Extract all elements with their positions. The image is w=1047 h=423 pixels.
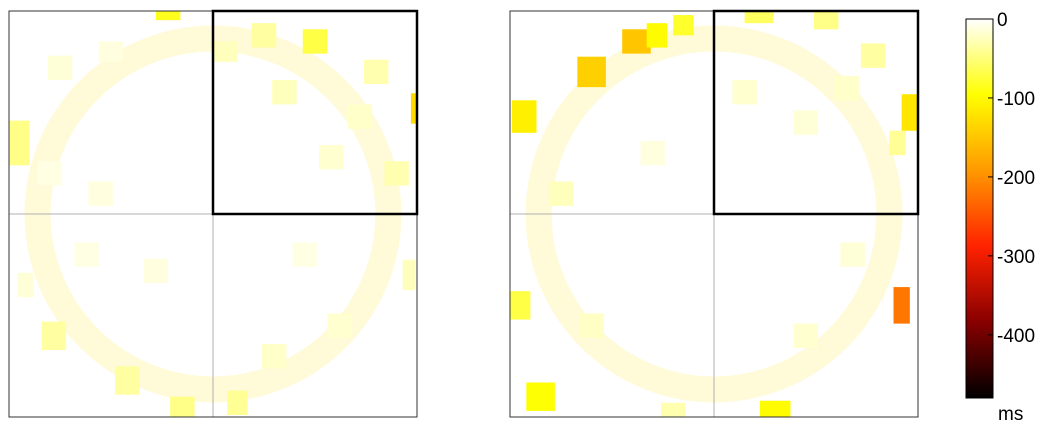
heatmap-cell (9, 120, 30, 166)
heatmap-cell (74, 242, 99, 267)
colorbar-tick-label: 0 (997, 10, 1008, 31)
heatmap-cell (813, 11, 839, 30)
heatmap-cell (143, 258, 169, 284)
colorbar-tick-label: -100 (997, 89, 1035, 110)
heatmap-cell (319, 144, 344, 170)
heatmap-cell (261, 343, 287, 369)
heatmap-cell (327, 313, 352, 338)
heatmap-cells (9, 0, 421, 417)
heatmap-cell (660, 402, 686, 417)
colorbar-unit-label: ms (998, 404, 1023, 423)
heatmap-cell (579, 313, 604, 338)
heatmap-cell (227, 390, 248, 415)
heatmap-cell (732, 80, 757, 105)
heatmap-cell (793, 110, 819, 135)
heatmap-cell (98, 41, 124, 62)
heatmap-cell (793, 323, 819, 348)
heatmap-cell (673, 15, 694, 36)
heatmap-cell (510, 291, 531, 320)
colorbar: 0 -100 -200 -300 -400 ms (965, 10, 1035, 423)
heatmap-cell (401, 0, 421, 7)
colorbar-tick-label: -400 (997, 326, 1035, 347)
heatmap-cell (402, 259, 415, 291)
heatmap-cell (759, 400, 791, 417)
heatmap-cell (363, 59, 389, 85)
heatmap-cell (840, 242, 865, 267)
heatmap-cell (88, 181, 114, 206)
heatmap-cell (384, 161, 409, 186)
heatmap-cell (893, 287, 910, 324)
heatmap-cell (292, 242, 318, 267)
colorbar-gradient (965, 18, 994, 399)
highlight-quadrant-box (211, 9, 419, 216)
heatmap-cell (41, 321, 67, 351)
heatmap-cell (512, 100, 537, 133)
heatmap-cell (640, 140, 666, 166)
heatmap-cell (17, 272, 34, 298)
heatmap-cell (548, 181, 574, 206)
heatmap-cell (37, 161, 63, 186)
heatmap-cell (410, 93, 417, 124)
heatmap-cell (251, 23, 277, 48)
heatmap-cell (213, 41, 238, 62)
heatmap-cell (901, 94, 918, 131)
colorbar-tick-label: -200 (997, 168, 1035, 189)
heatmap-cell (47, 55, 73, 81)
heatmap-cell (744, 11, 774, 24)
heatmap-cell (889, 130, 906, 156)
heatmap-cell (646, 23, 668, 48)
highlight-quadrant-box (712, 9, 920, 216)
heatmap-cell (155, 11, 181, 21)
colorbar-ticks: 0 -100 -200 -300 -400 (988, 10, 1035, 347)
heatmap-panel-right (509, 9, 920, 418)
heatmap-panel-left (8, 0, 421, 418)
heatmap-cell (860, 43, 886, 68)
heatmap-cell (526, 382, 555, 411)
heatmap-cell (622, 29, 651, 54)
heatmap-cell (347, 104, 373, 129)
heatmap-cell (115, 366, 140, 395)
heatmap-cell (302, 29, 328, 54)
heatmap-cell (834, 75, 859, 101)
heatmap-cell (170, 396, 195, 417)
heatmap-cell (577, 56, 606, 88)
colorbar-tick-label: -300 (997, 247, 1035, 268)
heatmap-cell (272, 80, 297, 105)
